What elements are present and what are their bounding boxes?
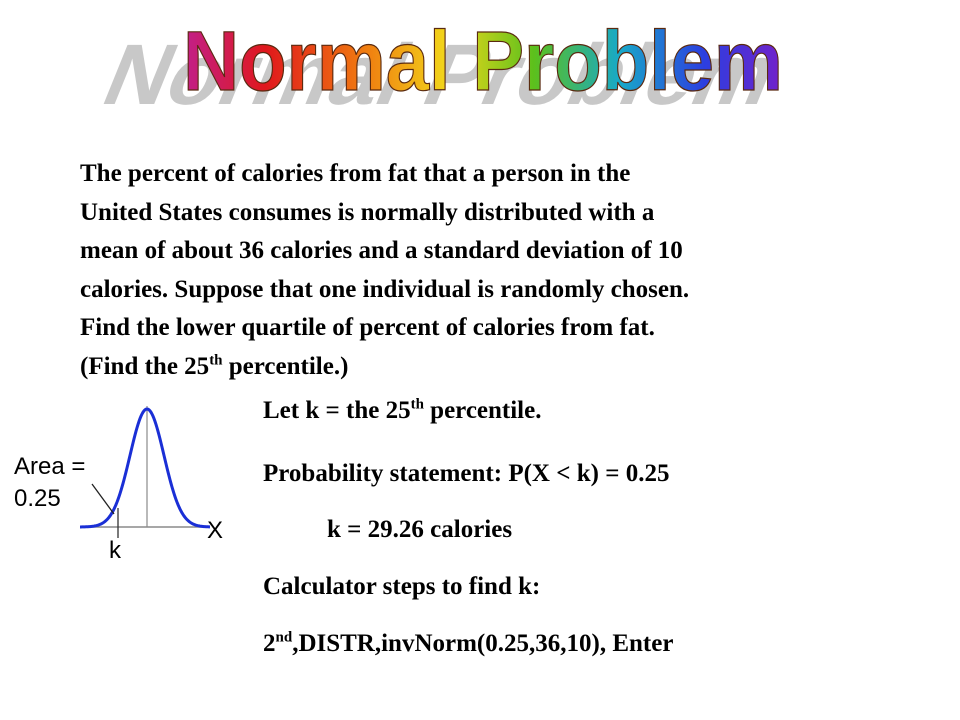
problem-line-text: percentile.)	[222, 352, 349, 380]
problem-line: calories. Suppose that one individual is…	[80, 275, 690, 303]
calc-text-end: ,DISTR,invNorm(0.25,36,10), Enter	[292, 630, 674, 657]
page-title-graphic: Normal Problem Normal Problem	[90, 13, 793, 120]
let-text-end: percentile.	[423, 397, 542, 424]
page-title-shadow: Normal Problem	[90, 26, 793, 120]
area-pointer-line	[91, 483, 115, 515]
k-label: k	[109, 537, 122, 564]
normal-curve-diagram: Area = 0.25 X k	[14, 406, 223, 564]
problem-line-text: (Find the 25	[80, 352, 210, 380]
superscript: th	[209, 352, 223, 369]
calc-text: 2	[263, 630, 276, 657]
superscript: th	[410, 396, 424, 413]
problem-line: The percent of calories from fat that a …	[80, 160, 631, 187]
probability-statement: Probability statement: P(X < k) = 0.25	[263, 460, 670, 487]
calculator-title: Calculator steps to find k:	[263, 573, 541, 600]
normal-curve	[79, 407, 211, 529]
problem-line-last: (Find the 25th percentile.)	[80, 348, 900, 387]
page-title: Normal Problem	[183, 14, 783, 108]
problem-statement: The percent of calories from fat that a …	[80, 155, 900, 386]
result-statement: k = 29.26 calories	[327, 516, 513, 543]
area-label-line1: Area =	[14, 453, 85, 480]
let-statement: Let k = the 25th percentile.	[263, 397, 541, 425]
area-label-line2: 0.25	[14, 485, 61, 512]
calculator-steps: 2nd,DISTR,invNorm(0.25,36,10), Enter	[263, 630, 673, 658]
problem-line: Find the lower quartile of percent of ca…	[80, 314, 655, 341]
problem-line: mean of about 36 calories and a standard…	[80, 237, 683, 264]
x-axis-label: X	[207, 517, 223, 544]
let-text: Let k = the 25	[263, 397, 411, 424]
superscript: nd	[275, 629, 293, 646]
page-title-container: Normal Problem Normal Problem	[0, 0, 960, 120]
problem-line: United States consumes is normally distr…	[80, 198, 655, 226]
